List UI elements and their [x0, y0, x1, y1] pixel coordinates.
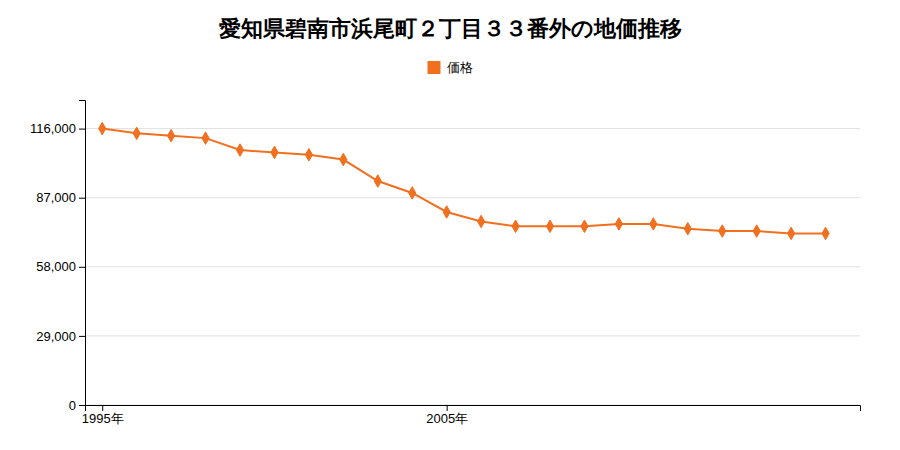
- y-tick-mark: [79, 267, 85, 268]
- legend-label: 価格: [447, 60, 473, 75]
- grid-line: [85, 266, 860, 267]
- y-tick-label: 29,000: [36, 329, 76, 344]
- y-tick-label: 0: [69, 398, 76, 413]
- series-marker: [650, 218, 657, 230]
- x-axis: 1995年 2005年: [82, 405, 861, 426]
- y-tick-mark: [79, 198, 85, 199]
- series-marker: [753, 225, 760, 237]
- series-marker: [271, 146, 278, 158]
- x-tick-label: 1995年: [82, 411, 124, 426]
- series-marker: [719, 225, 726, 237]
- series-marker: [202, 132, 209, 144]
- x-tick: 2005年: [426, 405, 468, 426]
- y-tick: 116,000: [30, 121, 85, 136]
- y-tick-mark: [79, 336, 85, 337]
- y-tick: 29,000: [36, 329, 85, 344]
- series-marker: [546, 220, 553, 232]
- chart-title: 愛知県碧南市浜尾町２丁目３３番外の地価推移: [219, 16, 682, 41]
- y-tick: 87,000: [36, 190, 85, 205]
- series-marker: [340, 153, 347, 165]
- series-marker: [236, 144, 243, 156]
- x-axis-line: [86, 406, 861, 412]
- marks: [99, 122, 830, 239]
- series-marker: [374, 175, 381, 187]
- y-tick-mark: [79, 405, 85, 406]
- grid: [85, 129, 860, 405]
- series-line: [102, 129, 825, 234]
- legend-item: 価格: [428, 60, 473, 75]
- series-marker: [305, 149, 312, 161]
- x-tick-mark: [102, 405, 103, 411]
- series-marker: [99, 122, 106, 134]
- plot-area: 0 29,000 58,000 87,000 116,000 1995年 2005年: [30, 101, 861, 427]
- series-marker: [684, 222, 691, 234]
- x-tick: 1995年: [82, 405, 124, 426]
- y-tick-label: 87,000: [36, 190, 76, 205]
- series-marker: [581, 220, 588, 232]
- series-marker: [133, 127, 140, 139]
- x-tick-mark: [447, 405, 448, 411]
- series-marker: [788, 227, 795, 239]
- grid-line: [85, 128, 860, 129]
- y-tick-mark: [79, 129, 85, 130]
- legend: 価格: [428, 60, 473, 75]
- x-tick-label: 2005年: [426, 411, 468, 426]
- legend-swatch: [428, 61, 441, 74]
- series-marker: [822, 227, 829, 239]
- y-tick: 58,000: [36, 259, 85, 274]
- series-marker: [615, 218, 622, 230]
- series-marker: [443, 206, 450, 218]
- y-tick-label: 58,000: [36, 259, 76, 274]
- grid-line: [85, 335, 860, 336]
- series-marker: [409, 187, 416, 199]
- y-tick-label: 116,000: [30, 121, 76, 136]
- series-marker: [168, 129, 175, 141]
- y-axis: 0 29,000 58,000 87,000 116,000: [30, 101, 86, 413]
- series-marker: [478, 215, 485, 227]
- y-axis-line: [79, 101, 86, 406]
- series-marker: [512, 220, 519, 232]
- grid-line: [85, 197, 860, 198]
- chart-container: 0 29,000 58,000 87,000 116,000 1995年 2005年 愛知県碧…: [0, 0, 900, 450]
- chart-svg: 0 29,000 58,000 87,000 116,000 1995年 2005年 愛知県碧…: [0, 0, 900, 450]
